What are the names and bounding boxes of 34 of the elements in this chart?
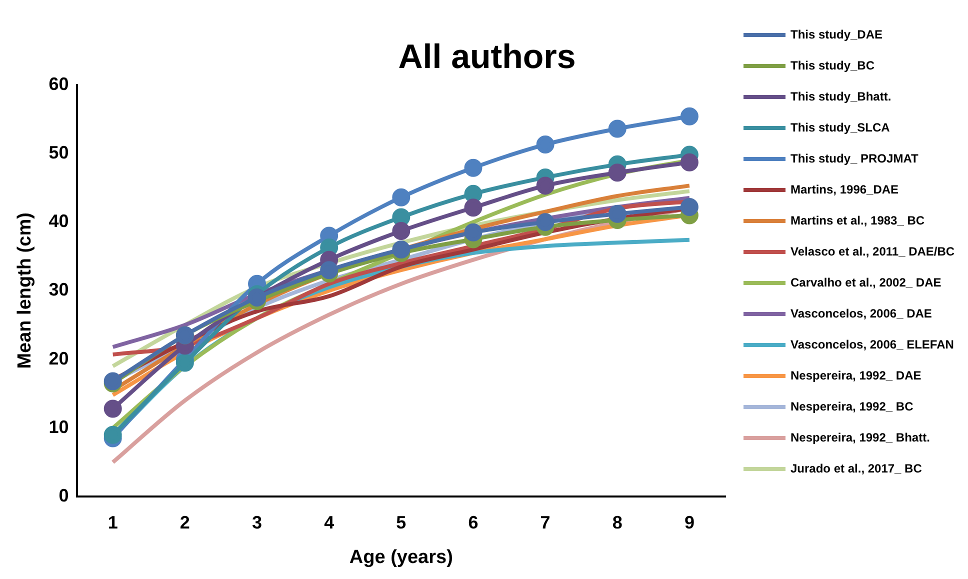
- y-tick-label: 20: [48, 348, 69, 368]
- x-tick-label: 9: [684, 512, 694, 532]
- x-tick-label: 2: [180, 512, 190, 532]
- y-tick-label: 40: [48, 211, 69, 232]
- x-axis-title: Age (years): [349, 546, 453, 568]
- x-tick-label: 8: [612, 512, 622, 532]
- x-tick-label: 7: [540, 512, 550, 532]
- y-tick-label: 30: [48, 280, 69, 300]
- legend-label: Vasconcelos, 2006_ DAE: [790, 306, 932, 320]
- chart-title: All authors: [398, 38, 576, 76]
- x-tick-label: 1: [108, 512, 118, 532]
- legend-label: Jurado et al., 2017_ BC: [790, 461, 922, 476]
- x-tick-label: 6: [468, 512, 478, 532]
- legend-label: This study_SLCA: [790, 120, 890, 134]
- legend-label: Velasco et al., 2011_ DAE/BC: [790, 244, 955, 258]
- legend-label: This study_Bhatt.: [790, 89, 892, 104]
- legend-label: This study_BC: [790, 58, 875, 72]
- y-tick-label: 10: [48, 416, 69, 437]
- legend-label: This study_DAE: [790, 27, 883, 42]
- legend-label: Nespereira, 1992_ BC: [790, 399, 914, 414]
- y-tick-label: 0: [58, 486, 69, 506]
- legend-label: This study_ PROJMAT: [790, 151, 919, 166]
- y-tick-label: 60: [48, 74, 69, 94]
- legend-label: Nespereira, 1992_ DAE: [790, 368, 922, 382]
- x-tick-label: 4: [324, 512, 334, 532]
- legend-label: Nespereira, 1992_ Bhatt.: [790, 430, 930, 444]
- legend-label: Martins, 1996_DAE: [790, 182, 899, 196]
- y-tick-label: 50: [48, 142, 69, 162]
- x-tick-label: 5: [396, 512, 406, 532]
- x-tick-label: 3: [252, 512, 262, 532]
- y-axis-title: Mean length (cm): [14, 212, 36, 369]
- legend-label: Carvalho et al., 2002_ DAE: [790, 275, 942, 290]
- legend-label: Vasconcelos, 2006_ ELEFAN: [790, 337, 954, 352]
- legend-label: Martins et al., 1983_ BC: [790, 213, 925, 228]
